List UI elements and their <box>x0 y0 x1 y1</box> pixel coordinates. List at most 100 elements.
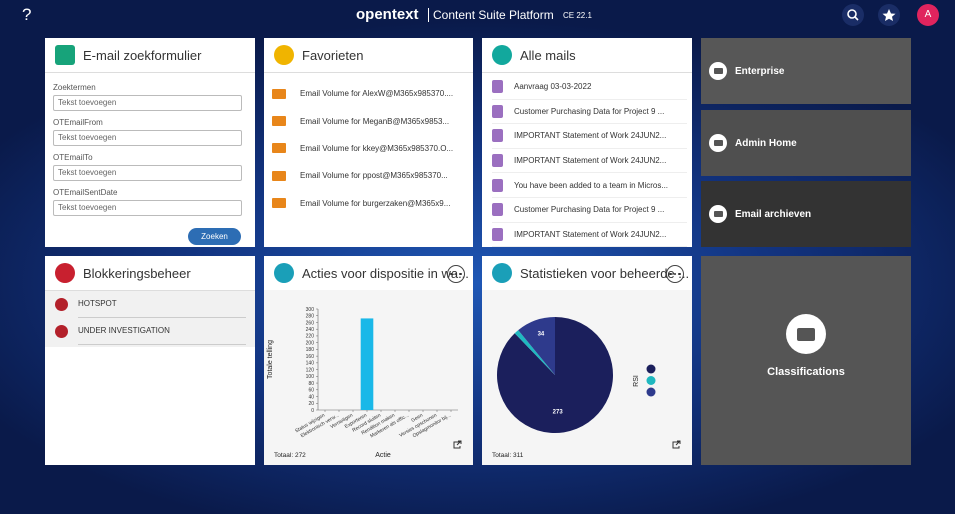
favorite-item[interactable]: Email Volume for ppost@M365x985370... <box>272 162 467 189</box>
form-field: OTEmailSentDate Tekst toevoegen <box>53 188 242 216</box>
item-label: Customer Purchasing Data for Project 9 .… <box>514 106 665 116</box>
mail-item[interactable]: Customer Purchasing Data for Project 9 .… <box>492 198 687 223</box>
y-tick-label: 180 <box>306 347 315 353</box>
export-glyph <box>672 440 681 449</box>
item-label: You have been added to a team in Micros.… <box>514 180 669 190</box>
search-form-tile: E-mail zoekformulier Zoektermen Tekst toe… <box>45 38 255 247</box>
folder-glyph <box>713 140 723 146</box>
field-label: Zoektermen <box>53 83 96 92</box>
text-input[interactable]: Tekst toevoegen <box>53 200 242 216</box>
mail-item[interactable]: You have been added to a team in Micros.… <box>492 173 687 198</box>
form-field: Zoektermen Tekst toevoegen <box>53 83 242 111</box>
field-label: OTEmailFrom <box>53 118 103 127</box>
legend-swatch <box>646 364 656 374</box>
y-axis-label: Totale telling <box>267 340 274 379</box>
export-glyph <box>453 440 462 449</box>
y-tick-label: 260 <box>306 320 315 326</box>
shortcut-tile[interactable]: Email archieven <box>701 181 911 247</box>
tile-header: Acties voor dispositie in wa... <box>264 256 473 291</box>
item-label: Email Volume for MeganB@M365x9853... <box>300 116 450 126</box>
menu-button[interactable] <box>447 265 465 283</box>
mail-item[interactable]: Aanvraag 03-03-2022 <box>492 75 687 100</box>
folder-icon <box>272 88 286 99</box>
favorites-button[interactable] <box>878 4 900 26</box>
y-tick-label: 40 <box>308 394 314 400</box>
mail-item[interactable]: IMPORTANT Statement of Work 24JUN2... <box>492 124 687 149</box>
mail-icon <box>492 154 503 168</box>
item-label: IMPORTANT Statement of Work 24JUN2... <box>514 229 667 239</box>
favorite-item[interactable]: Email Volume for kkey@M365x985370.O... <box>272 135 467 162</box>
hold-item[interactable]: UNDER INVESTIGATION <box>45 318 255 345</box>
classifications-tile[interactable]: Classifications <box>701 256 911 465</box>
pie-chart-tile: Statistieken voor beheerde ... 273 34 RSI T… <box>482 256 692 465</box>
search-button[interactable]: Zoeken <box>188 228 241 245</box>
y-tick-label: 300 <box>306 307 315 313</box>
x-tick-label: Geen <box>410 412 424 423</box>
search-button[interactable] <box>842 4 864 26</box>
favorite-item[interactable]: Email Volume for burgerzaken@M365x9... <box>272 190 467 217</box>
y-tick-label: 20 <box>308 401 314 407</box>
chart-footer: Totaal: 311 <box>492 452 524 459</box>
shortcut-tile[interactable]: Enterprise <box>701 38 911 104</box>
mail-icon <box>492 227 503 241</box>
version: CE 22.1 <box>563 11 592 20</box>
tile-header: Blokkeringsbeheer <box>45 256 255 291</box>
item-label: Email Volume for kkey@M365x985370.O... <box>300 143 454 153</box>
y-tick-label: 120 <box>306 367 315 373</box>
pie-slice <box>518 317 555 375</box>
mail-icon <box>492 80 503 94</box>
slice-label: 273 <box>553 409 564 415</box>
y-tick-label: 220 <box>306 334 315 340</box>
mails-tile: Alle mails Aanvraag 03-03-2022 Customer P… <box>482 38 692 247</box>
form-fields: Zoektermen Tekst toevoegen OTEmailFrom Teks… <box>53 83 242 223</box>
holds-list: HOTSPOT UNDER INVESTIGATION <box>45 291 255 347</box>
legend-swatch <box>646 387 656 397</box>
menu-button[interactable] <box>666 265 684 283</box>
y-tick-label: 280 <box>306 314 315 320</box>
tile-title: Acties voor dispositie in wa... <box>302 265 469 281</box>
mail-item[interactable]: Customer Purchasing Data for Project 9 .… <box>492 100 687 125</box>
shortcut-tile[interactable]: Admin Home <box>701 110 911 176</box>
export-button[interactable] <box>672 440 681 449</box>
hold-item[interactable]: HOTSPOT <box>45 291 255 318</box>
item-label: HOTSPOT <box>78 291 246 318</box>
text-input[interactable]: Tekst toevoegen <box>53 165 242 181</box>
shortcut-label: Admin Home <box>735 137 797 149</box>
legend-title: RSI <box>633 375 640 387</box>
logo: opentext <box>356 6 419 23</box>
folder-icon <box>272 143 286 154</box>
y-tick-label: 80 <box>308 381 314 387</box>
mail-item[interactable]: IMPORTANT Statement of Work 24JUN2... <box>492 149 687 174</box>
mail-icon <box>492 178 503 192</box>
favorite-item[interactable]: Email Volume for AlexW@M365x985370.... <box>272 80 467 107</box>
folder-icon <box>272 198 286 209</box>
tile-header: E-mail zoekformulier <box>45 38 255 73</box>
help-button[interactable]: ? <box>22 5 32 24</box>
legend-swatch <box>646 376 656 385</box>
text-input[interactable]: Tekst toevoegen <box>53 130 242 146</box>
divider <box>428 8 429 22</box>
folder-glyph <box>713 211 723 217</box>
favorite-item[interactable]: Email Volume for MeganB@M365x9853... <box>272 107 467 134</box>
tile-header: Alle mails <box>482 38 692 73</box>
text-input[interactable]: Tekst toevoegen <box>53 95 242 111</box>
favorites-list: Email Volume for AlexW@M365x985370.... Em… <box>272 80 467 217</box>
field-label: OTEmailTo <box>53 153 93 162</box>
hold-icon <box>55 298 68 311</box>
y-tick-label: 100 <box>306 374 315 380</box>
item-label: IMPORTANT Statement of Work 24JUN2... <box>514 131 667 141</box>
x-axis-label: Actie <box>375 452 391 459</box>
folder-icon <box>709 134 727 152</box>
folder-icon <box>272 170 286 181</box>
avatar[interactable]: A <box>917 4 939 26</box>
item-label: Aanvraag 03-03-2022 <box>514 82 592 92</box>
folder-glyph <box>713 68 723 74</box>
tile-header: Favorieten <box>264 38 473 73</box>
mail-icon <box>492 129 503 143</box>
mail-item[interactable]: IMPORTANT Statement of Work 24JUN2... <box>492 223 687 247</box>
shortcut-label: Enterprise <box>735 65 785 77</box>
item-label: Email Volume for burgerzaken@M365x9... <box>300 198 451 208</box>
export-button[interactable] <box>453 440 462 449</box>
slice-label: 34 <box>538 332 545 338</box>
folder-icon <box>709 62 727 80</box>
